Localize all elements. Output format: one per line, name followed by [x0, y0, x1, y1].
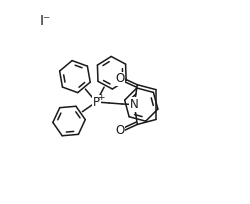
Text: O: O: [116, 72, 125, 85]
Text: I⁻: I⁻: [40, 14, 51, 28]
Text: N: N: [130, 98, 139, 111]
Text: +: +: [97, 93, 104, 102]
Text: O: O: [116, 124, 125, 137]
Text: P: P: [93, 95, 100, 109]
